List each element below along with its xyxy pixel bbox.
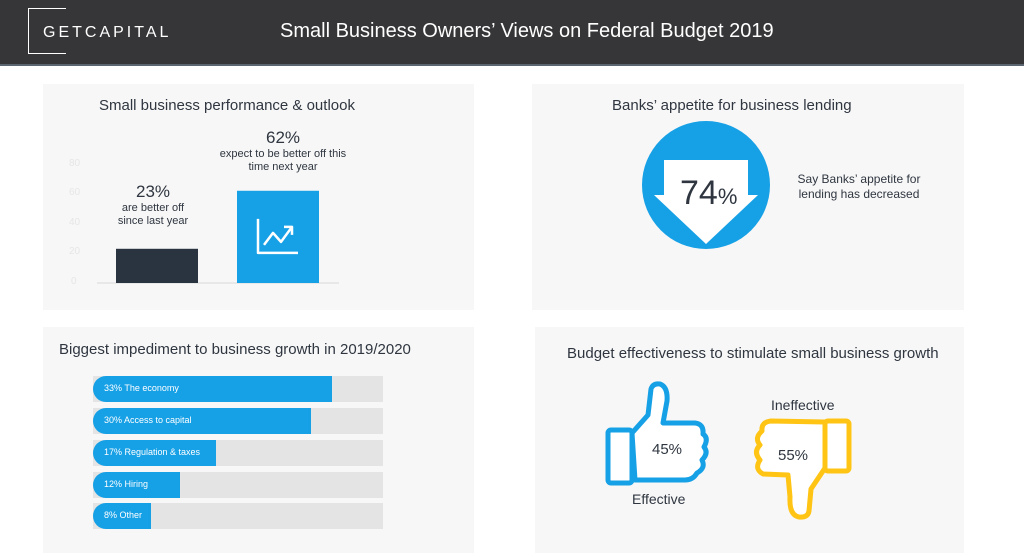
getcapital-logo[interactable]: GETCAPITAL bbox=[28, 8, 168, 54]
impediments-panel: Biggest impediment to business growth in… bbox=[43, 327, 474, 553]
impediment-label: 12% Hiring bbox=[104, 479, 149, 489]
impediment-fill bbox=[93, 408, 311, 434]
banks-value: 74% bbox=[680, 174, 737, 213]
effectiveness-title: Budget effectiveness to stimulate small … bbox=[567, 345, 939, 362]
trend-up-icon bbox=[256, 218, 298, 255]
performance-chart bbox=[97, 190, 339, 284]
effective-label: Effective bbox=[632, 491, 686, 507]
bar-desc-label: expect to be better off this time next y… bbox=[219, 148, 347, 173]
bar-label-current: 23% are better off since last year bbox=[103, 182, 203, 228]
page-title: Small Business Owners’ Views on Federal … bbox=[280, 20, 774, 42]
y-tick-label: 40 bbox=[69, 217, 81, 228]
y-tick-label: 20 bbox=[69, 246, 81, 257]
impediment-label: 30% Access to capital bbox=[104, 415, 192, 425]
bar-better-off bbox=[116, 248, 198, 283]
impediment-bar: 17% Regulation & taxes bbox=[93, 440, 383, 466]
impediments-title: Biggest impediment to business growth in… bbox=[59, 341, 411, 358]
down-arrow-icon bbox=[654, 160, 758, 244]
impediment-fill bbox=[93, 376, 332, 402]
y-tick-label: 80 bbox=[69, 158, 81, 169]
impediment-label: 17% Regulation & taxes bbox=[104, 447, 201, 457]
thumbs-down-icon bbox=[754, 418, 852, 520]
effective-value: 45% bbox=[652, 441, 683, 458]
ineffective-label: Ineffective bbox=[771, 397, 835, 413]
header-divider bbox=[0, 64, 1024, 66]
impediment-bar: 8% Other bbox=[93, 503, 383, 529]
impediment-label: 8% Other bbox=[104, 510, 143, 520]
impediment-fill bbox=[93, 503, 151, 529]
banks-title: Banks’ appetite for business lending bbox=[612, 97, 852, 114]
banks-value-number: 74 bbox=[680, 174, 718, 212]
impediment-fill bbox=[93, 472, 180, 498]
banks-value-suffix: % bbox=[717, 184, 738, 209]
impediment-bar: 30% Access to capital bbox=[93, 408, 383, 434]
ineffective-value: 55% bbox=[778, 447, 809, 464]
effectiveness-panel: Budget effectiveness to stimulate small … bbox=[535, 327, 964, 553]
banks-panel: Banks’ appetite for business lending 74%… bbox=[532, 84, 964, 310]
impediment-bar: 33% The economy bbox=[93, 376, 383, 402]
impediment-bar: 12% Hiring bbox=[93, 472, 383, 498]
thumbs-graphic bbox=[605, 381, 852, 520]
bar-value-label: 23% bbox=[135, 182, 171, 201]
y-tick-label: 60 bbox=[69, 187, 81, 198]
header-bar: GETCAPITAL Small Business Owners’ Views … bbox=[0, 0, 1024, 64]
impediment-fill bbox=[93, 440, 216, 466]
bar-label-outlook: 62% expect to be better off this time ne… bbox=[218, 128, 348, 174]
impediment-label: 33% The economy bbox=[104, 383, 179, 393]
logo-text: GETCAPITAL bbox=[43, 24, 172, 41]
thumbs-up-icon bbox=[605, 381, 709, 486]
banks-description: Say Banks’ appetite for lending has decr… bbox=[797, 172, 921, 201]
logo-frame bbox=[28, 8, 66, 54]
bar-desc-label: are better off since last year bbox=[117, 202, 189, 227]
performance-title: Small business performance & outlook bbox=[99, 97, 355, 114]
bar-value-label: 62% bbox=[265, 128, 301, 147]
performance-panel: Small business performance & outlook 0 2… bbox=[43, 84, 474, 310]
y-tick-label: 0 bbox=[71, 276, 77, 287]
